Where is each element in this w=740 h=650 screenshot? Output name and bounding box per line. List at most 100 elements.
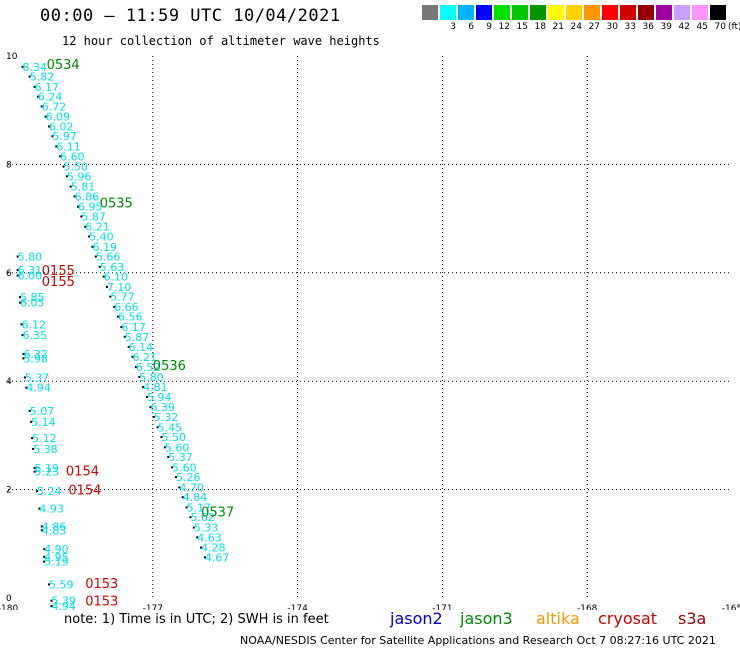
color-scale-label: 30	[606, 22, 618, 32]
data-label: 5.37	[168, 451, 193, 464]
data-label: 5.66	[96, 251, 121, 264]
data-label: 6.11	[56, 141, 80, 154]
data-label: 6.66	[114, 301, 139, 314]
data-label: 5.38	[33, 443, 58, 456]
y-tick-label: 8	[6, 160, 12, 170]
data-point	[167, 456, 170, 459]
data-label: 5.82	[30, 71, 55, 84]
pass-number-label: 0155	[42, 264, 75, 279]
color-swatch	[692, 5, 708, 20]
color-swatch	[548, 5, 564, 20]
data-label: 5.45	[158, 421, 183, 434]
data-point	[171, 466, 174, 469]
data-label: 8.34	[22, 61, 47, 74]
data-label: 4.86	[42, 520, 67, 533]
data-label: 5.50	[64, 161, 89, 174]
data-point	[131, 355, 134, 358]
color-scale-label: 33	[624, 22, 636, 32]
data-point	[19, 296, 22, 299]
data-point	[31, 437, 34, 440]
data-point	[98, 265, 101, 268]
data-point	[21, 65, 24, 68]
color-swatch	[530, 5, 546, 20]
data-label: 5.32	[154, 411, 179, 424]
data-label: 5.39	[51, 595, 76, 608]
data-point	[50, 599, 53, 602]
data-point	[32, 447, 35, 450]
y-tick-label: 4	[6, 377, 12, 387]
data-label: 5.33	[194, 522, 219, 535]
data-point	[38, 507, 41, 510]
data-label: 4.95	[44, 551, 68, 564]
data-label: 4.63	[197, 531, 222, 544]
data-point	[40, 525, 43, 528]
data-point	[33, 466, 36, 469]
data-label: 5.96	[67, 170, 92, 183]
color-scale-unit: (ft)	[728, 22, 740, 32]
data-label: 5.60	[172, 461, 197, 474]
data-label: 4.70	[179, 481, 204, 494]
data-point	[43, 548, 46, 551]
data-point	[203, 556, 206, 559]
color-swatch	[494, 5, 510, 20]
data-label: 6.86	[75, 190, 100, 203]
data-point	[33, 470, 36, 473]
data-label: 5.59	[49, 578, 74, 591]
data-point	[156, 426, 159, 429]
wave-height-chart: -180-177-174-171-168-16502468108.345.826…	[0, 52, 740, 610]
data-label: 5.26	[176, 471, 201, 484]
data-label: 5.14	[31, 416, 56, 429]
color-scale-label: 36	[642, 22, 654, 32]
data-point	[28, 75, 31, 78]
data-point	[88, 235, 91, 238]
data-label: 5.60	[165, 441, 190, 454]
data-point	[40, 529, 43, 532]
data-point	[30, 420, 33, 423]
data-label: 4.84	[183, 491, 208, 504]
data-label: 5.40	[89, 230, 114, 243]
page-title: 00:00 – 11:59 UTC 10/04/2021	[40, 6, 341, 26]
legend-item-jason3: jason3	[460, 609, 513, 628]
data-point	[138, 375, 141, 378]
color-swatch	[422, 5, 438, 20]
color-swatch	[584, 5, 600, 20]
data-point	[76, 205, 79, 208]
data-point	[44, 115, 47, 118]
data-point	[65, 175, 68, 178]
data-label: 6.56	[118, 311, 143, 324]
data-label: 5.37	[25, 371, 50, 384]
data-point	[16, 255, 19, 258]
data-label: 6.95	[78, 201, 103, 214]
x-tick-label: -168	[577, 604, 598, 610]
data-point	[134, 366, 137, 369]
data-point	[174, 476, 177, 479]
footer-credit: NOAA/NESDIS Center for Satellite Applica…	[240, 634, 716, 647]
data-label: 6.00	[18, 270, 43, 283]
data-point	[91, 245, 94, 248]
data-point	[160, 436, 163, 439]
data-point	[109, 295, 112, 298]
data-point	[62, 165, 65, 168]
data-label: 6.19	[92, 241, 117, 254]
data-point	[25, 386, 28, 389]
data-label: 6.09	[46, 111, 70, 124]
legend-item-altika: altika	[536, 609, 580, 628]
data-label: 6.72	[42, 100, 67, 113]
data-label: 5.87	[81, 210, 106, 223]
data-label: 4.90	[44, 543, 68, 556]
data-label: 5.81	[71, 181, 96, 194]
data-point	[189, 516, 192, 519]
data-point	[113, 305, 116, 308]
y-tick-label: 0	[6, 594, 12, 604]
color-swatch	[674, 5, 690, 20]
data-label: 6.21	[85, 221, 110, 234]
data-label: 4.81	[143, 381, 168, 394]
data-point	[149, 406, 152, 409]
color-scale-label: 24	[570, 22, 582, 32]
data-label: 5.98	[23, 352, 48, 365]
color-scale-label: 3	[450, 22, 456, 32]
color-scale-label: 12	[498, 22, 510, 32]
data-label: 6.32	[23, 348, 48, 361]
data-point	[84, 225, 87, 228]
data-label: 5.97	[52, 130, 77, 143]
